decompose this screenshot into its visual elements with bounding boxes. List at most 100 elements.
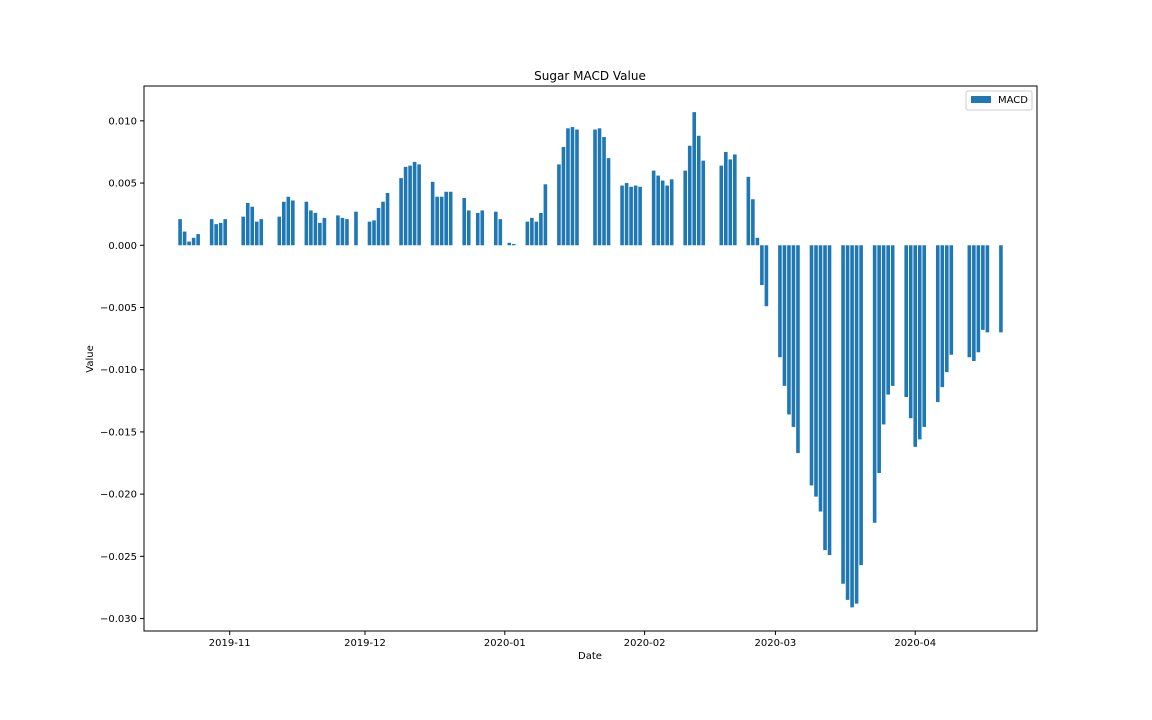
bar	[259, 219, 264, 246]
bar	[967, 245, 972, 358]
bar	[250, 206, 255, 246]
bar	[245, 202, 250, 246]
bar	[687, 145, 692, 246]
bar	[318, 222, 322, 246]
y-axis-label: Value	[85, 345, 96, 372]
y-tick-label: 0.010	[108, 116, 137, 127]
bar	[904, 245, 909, 398]
bar	[561, 146, 566, 246]
bar	[791, 245, 796, 427]
bar	[854, 245, 859, 604]
bar	[566, 128, 570, 246]
bar	[372, 220, 376, 246]
bar	[692, 112, 697, 246]
bar	[399, 178, 403, 246]
bar	[480, 210, 485, 246]
plot-frame	[143, 85, 1038, 632]
bar	[972, 245, 976, 361]
bar	[493, 211, 498, 246]
bar	[304, 201, 309, 246]
bar	[223, 219, 227, 246]
bars-group	[178, 112, 1003, 608]
bar	[890, 245, 895, 386]
bar	[530, 217, 534, 246]
x-tick-label: 2019-12	[344, 638, 386, 649]
bar	[539, 212, 543, 246]
bar	[354, 211, 358, 246]
bar	[313, 212, 318, 246]
bar	[985, 245, 990, 333]
bar	[845, 245, 850, 600]
bar	[908, 245, 913, 419]
bar	[981, 245, 985, 330]
bar	[841, 245, 845, 584]
bar	[466, 210, 471, 246]
x-axis: 2019-11 2019-12 2020-01 2020-02 2020-03 2020-…	[209, 631, 936, 649]
bar	[999, 245, 1003, 333]
bar	[881, 245, 886, 425]
bar	[241, 216, 246, 246]
bar	[435, 196, 439, 246]
bar	[448, 191, 453, 246]
legend: MACD	[965, 90, 1033, 111]
bar	[439, 196, 444, 246]
bar	[430, 181, 435, 246]
bar	[850, 245, 854, 608]
legend-label-macd: MACD	[998, 95, 1028, 106]
bar	[701, 160, 706, 246]
x-tick-label: 2020-03	[755, 638, 797, 649]
bar	[187, 241, 191, 246]
bar	[575, 129, 579, 246]
bar	[935, 245, 940, 403]
bar	[746, 176, 751, 246]
bar	[656, 175, 660, 246]
bar	[760, 245, 764, 286]
bar	[660, 180, 665, 246]
bar	[818, 245, 823, 512]
bar	[597, 128, 602, 246]
bar	[570, 127, 575, 246]
bar	[651, 170, 656, 246]
bar	[462, 197, 467, 246]
bar	[178, 219, 182, 246]
y-tick-label: −0.010	[100, 365, 137, 376]
bar	[872, 245, 877, 523]
bar	[724, 151, 728, 246]
bar	[602, 137, 606, 246]
bar	[282, 201, 286, 246]
bar	[345, 219, 349, 246]
bar	[209, 219, 214, 246]
bar	[633, 185, 638, 246]
bar	[719, 165, 724, 246]
y-tick-label: −0.005	[100, 303, 137, 314]
bar	[796, 245, 800, 454]
x-tick-label: 2020-04	[894, 638, 936, 649]
bar	[214, 224, 218, 246]
bar	[182, 231, 187, 246]
legend-swatch-macd	[971, 96, 991, 103]
bar	[683, 170, 688, 246]
bar	[940, 245, 945, 388]
y-tick-label: 0.000	[108, 241, 137, 252]
legend-box	[965, 90, 1033, 111]
bar	[922, 245, 927, 427]
bar	[606, 158, 611, 246]
bar	[286, 196, 291, 246]
bar	[322, 217, 327, 246]
bar	[557, 164, 561, 246]
bar	[751, 199, 755, 246]
x-tick-label: 2020-02	[624, 638, 666, 649]
bar	[593, 129, 597, 246]
bar	[917, 245, 922, 440]
bar	[782, 245, 787, 386]
bar	[367, 221, 372, 246]
x-tick-label: 2019-11	[209, 638, 251, 649]
bar	[755, 237, 760, 246]
bar	[696, 135, 701, 246]
bar	[475, 212, 480, 246]
bar	[543, 184, 548, 246]
bar	[827, 245, 832, 556]
bar	[498, 219, 503, 246]
